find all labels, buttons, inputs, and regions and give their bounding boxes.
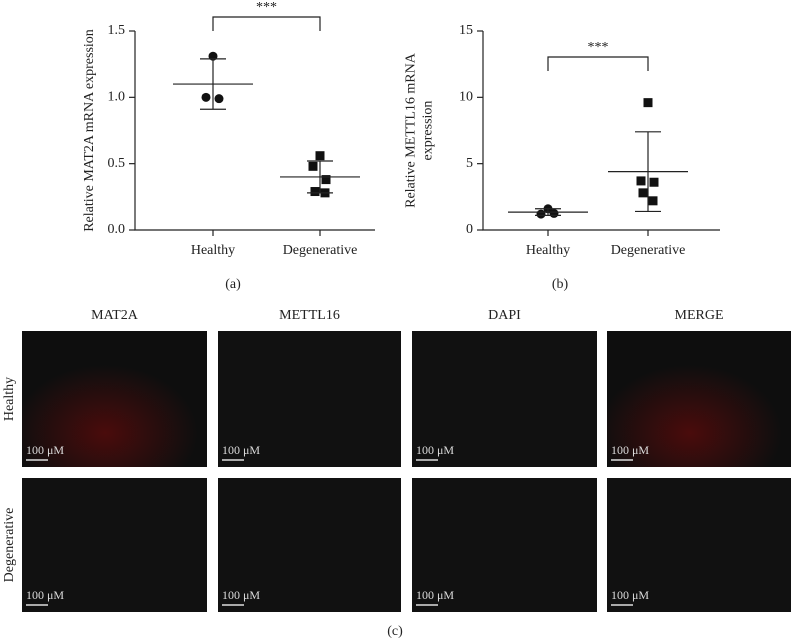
column-header: DAPI: [488, 308, 521, 323]
error-bar: [200, 58, 226, 110]
micrograph: [218, 331, 401, 467]
panel-label: (b): [552, 277, 569, 292]
micrograph: [607, 331, 791, 467]
significance-label: ***: [256, 0, 277, 15]
scale-bar-label: 100 μM: [416, 588, 454, 602]
data-point: [214, 94, 224, 104]
y-axis-label: Relative MAT2A mRNA expression: [82, 29, 97, 232]
scale-bar-label: 100 μM: [611, 588, 649, 602]
y-tick-label: 1.5: [108, 23, 126, 38]
x-tick-label: Healthy: [526, 243, 570, 258]
x-tick-label: Healthy: [191, 243, 235, 258]
data-point: [549, 208, 559, 218]
error-bar: [635, 131, 661, 213]
column-header: MAT2A: [91, 308, 139, 323]
y-axis-label: expression: [421, 101, 436, 161]
row-label: Degenerative: [2, 508, 17, 583]
data-point: [310, 187, 320, 197]
axes: [134, 31, 375, 231]
micrograph: [22, 331, 207, 467]
data-point: [649, 177, 659, 187]
data-point: [648, 196, 658, 206]
y-tick-label: 10: [459, 90, 473, 105]
micrograph: [218, 478, 401, 612]
micrograph: [412, 478, 597, 612]
data-point: [638, 188, 648, 198]
micrograph: [412, 331, 597, 467]
data-point: [308, 161, 318, 171]
scale-bar-label: 100 μM: [611, 443, 649, 457]
y-tick-label: 5: [466, 156, 473, 171]
panel-label: (c): [387, 624, 403, 639]
data-point: [636, 176, 646, 186]
y-tick-label: 15: [459, 23, 473, 38]
data-point: [201, 92, 211, 102]
y-tick-label: 0.0: [108, 222, 126, 237]
x-tick-label: Degenerative: [283, 243, 358, 258]
column-header: MERGE: [675, 308, 724, 323]
data-point: [536, 209, 546, 219]
x-tick-label: Degenerative: [611, 243, 686, 258]
axes: [482, 31, 720, 231]
row-label: Healthy: [2, 377, 17, 421]
significance-bracket: [547, 56, 649, 71]
y-tick-label: 0: [466, 222, 473, 237]
scale-bar-label: 100 μM: [26, 443, 64, 457]
y-tick-label: 1.0: [108, 90, 126, 105]
error-bar: [535, 208, 561, 217]
scale-bar-label: 100 μM: [26, 588, 64, 602]
micrograph: [607, 478, 791, 612]
data-point: [321, 175, 331, 185]
y-axis-label: Relative METTL16 mRNA: [404, 52, 419, 208]
data-point: [315, 151, 325, 161]
significance-bracket: [212, 16, 321, 31]
scale-bar-label: 100 μM: [222, 588, 260, 602]
y-tick-label: 0.5: [108, 156, 126, 171]
data-point: [643, 98, 653, 108]
error-bar: [307, 160, 333, 194]
micrograph: [22, 478, 207, 612]
scale-bar-label: 100 μM: [416, 443, 454, 457]
panel-label: (a): [225, 277, 241, 292]
scale-bar-label: 100 μM: [222, 443, 260, 457]
column-header: METTL16: [279, 308, 340, 323]
significance-label: ***: [588, 40, 609, 55]
